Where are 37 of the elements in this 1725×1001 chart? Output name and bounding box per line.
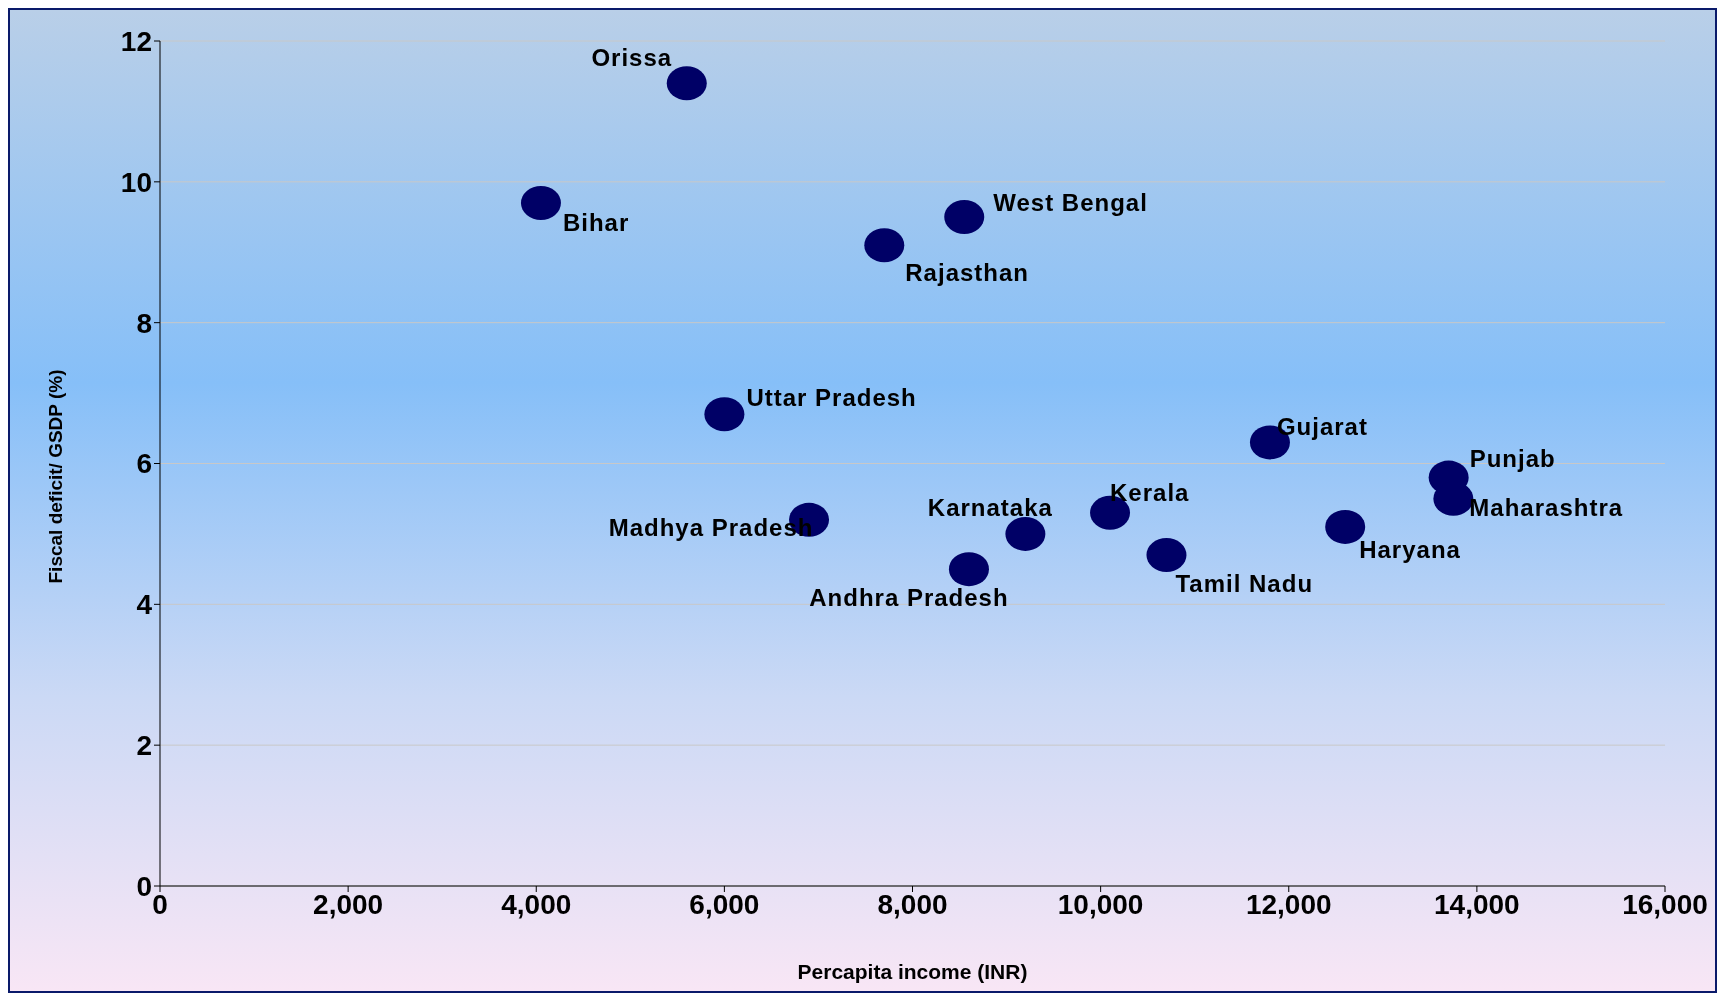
y-tick-label: 2 <box>136 730 152 762</box>
y-tick-label: 4 <box>136 589 153 621</box>
point <box>520 185 561 220</box>
x-tick-label: 8,000 <box>877 888 948 920</box>
annotation: Orissa <box>591 43 673 71</box>
x-tick-label: 4,000 <box>501 888 572 920</box>
point <box>704 397 745 432</box>
annotation: Gujarat <box>1276 412 1368 440</box>
annotation: Kerala <box>1110 479 1190 507</box>
annotation: West Bengal <box>993 189 1148 217</box>
x-tick-label: 6,000 <box>689 888 760 920</box>
x-axis-title: Percapita income (INR) <box>797 960 1028 983</box>
annotation: Bihar <box>562 209 630 237</box>
y-tick-label: 8 <box>136 307 152 339</box>
y-tick-label: 6 <box>136 448 152 480</box>
x-tick-label: 12,000 <box>1245 888 1332 920</box>
y-tick-label: 12 <box>120 25 152 57</box>
annotation: Punjab <box>1469 444 1556 472</box>
x-tick-label: 16,000 <box>1622 888 1708 920</box>
y-tick-label: 10 <box>120 166 152 198</box>
point <box>1146 538 1187 573</box>
annotation: Tamil Nadu <box>1175 570 1314 598</box>
annotation: Maharashtra <box>1469 494 1624 522</box>
annotation: Karnataka <box>927 494 1053 522</box>
x-tick-label: 10,000 <box>1057 888 1144 920</box>
annotation: Haryana <box>1359 536 1461 564</box>
point <box>944 200 985 235</box>
point <box>864 228 905 263</box>
annotation: Uttar Pradesh <box>746 383 917 411</box>
x-tick-label: 2,000 <box>313 888 384 920</box>
point <box>1005 516 1046 551</box>
annotation: Andhra Pradesh <box>809 584 1009 612</box>
y-axis-title: Fiscal deficit/ GSDP (%) <box>44 369 66 584</box>
point <box>666 66 707 101</box>
x-tick-label: 14,000 <box>1434 888 1520 920</box>
point <box>948 552 989 587</box>
annotation: Rajasthan <box>905 258 1029 286</box>
